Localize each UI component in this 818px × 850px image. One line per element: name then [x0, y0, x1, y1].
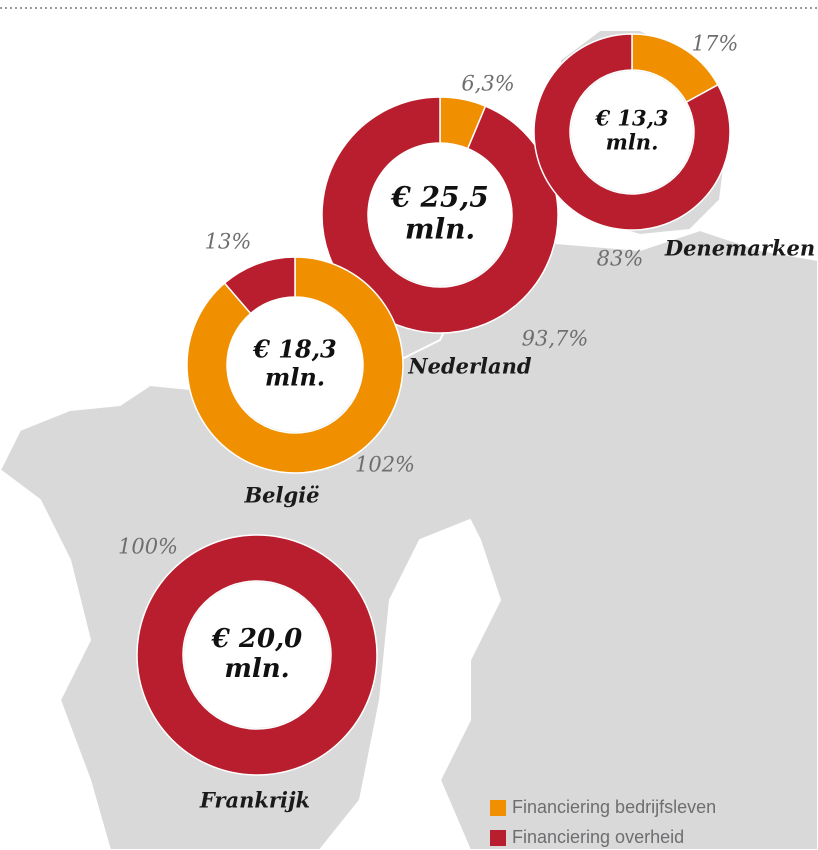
donut-segment: [321, 96, 559, 334]
center-label: € 18,3: [252, 335, 337, 364]
legend-label: Financiering overheid: [512, 827, 684, 847]
donut-segment: [223, 256, 296, 315]
center-label: mln.: [405, 213, 475, 246]
center-label: mln.: [606, 130, 659, 155]
country-label: Nederland: [407, 354, 532, 379]
donut-hole: [571, 71, 693, 193]
value-label: 93,7%: [522, 327, 589, 351]
donut-segment: [136, 534, 378, 776]
country-label: België: [243, 483, 319, 508]
legend-swatch: [490, 830, 506, 846]
center-label: € 20,0: [211, 624, 302, 654]
value-label: 102%: [355, 453, 415, 477]
donut-hole: [369, 144, 511, 286]
value-label: 6,3%: [461, 72, 514, 96]
center-label: mln.: [224, 654, 289, 684]
value-label: 100%: [118, 535, 178, 559]
legend-label: Financiering bedrijfsleven: [512, 797, 716, 817]
country-label: Frankrijk: [199, 788, 310, 813]
value-label: 17%: [692, 32, 739, 56]
country-label: Denemarken: [664, 236, 815, 261]
donut-segment: [186, 256, 404, 474]
legend: Financiering bedrijfsleven Financiering o…: [490, 797, 716, 847]
center-label: € 25,5: [390, 180, 488, 213]
value-label: 83%: [597, 247, 644, 271]
center-label: € 13,3: [594, 105, 668, 130]
donut-segment: [533, 33, 731, 231]
value-label: 13%: [205, 230, 252, 254]
legend-swatch: [490, 800, 506, 816]
donut-hole: [184, 582, 330, 728]
donut-hole: [228, 298, 362, 432]
center-label: mln.: [265, 362, 325, 391]
